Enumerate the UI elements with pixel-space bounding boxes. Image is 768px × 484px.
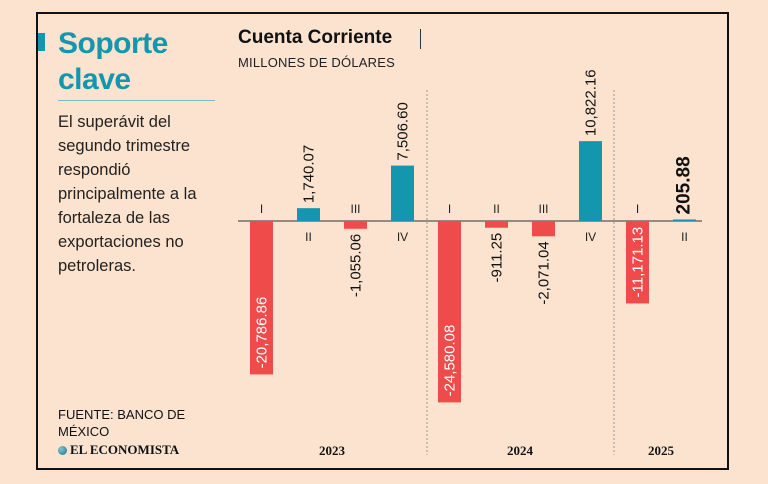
globe-icon [58, 445, 67, 455]
quarter-label: I [636, 202, 639, 216]
bar [485, 221, 508, 228]
headline: Soporte clave [58, 27, 168, 96]
quarter-label: II [493, 202, 500, 216]
headline-divider [58, 100, 215, 101]
value-label: 205.88 [674, 156, 695, 214]
summary-text: El superávit del segundo trimestre respo… [58, 113, 197, 275]
quarter-label: II [681, 230, 688, 244]
quarter-label: II [305, 230, 312, 244]
brand-logo: EL ECONOMISTA [58, 442, 179, 458]
bar [250, 221, 273, 375]
value-label: -11,171.13 [630, 227, 647, 298]
value-label: -1,055.06 [348, 234, 365, 297]
year-label: 2024 [507, 443, 534, 458]
value-label: 1,740.07 [301, 145, 318, 203]
chart-title: Cuenta Corriente [238, 27, 393, 48]
value-label: -24,580.08 [442, 325, 459, 397]
bar [673, 219, 696, 221]
bar [579, 141, 602, 221]
bar [532, 221, 555, 237]
chart-subtitle: MILLONES DE DÓLARES [238, 55, 395, 70]
value-label: 10,822.16 [583, 69, 600, 136]
quarter-label: IV [585, 230, 596, 244]
quarter-label: I [448, 202, 451, 216]
infographic-frame [36, 12, 729, 470]
year-label: 2023 [319, 443, 346, 458]
bar [297, 208, 320, 221]
quarter-label: I [260, 202, 263, 216]
bar [391, 165, 414, 221]
title-separator [420, 29, 421, 49]
brand-name: EL ECONOMISTA [70, 442, 180, 457]
value-label: -20,786.86 [254, 297, 271, 369]
value-label: -911.25 [489, 233, 506, 283]
bar [438, 221, 461, 403]
bar [626, 221, 649, 304]
quarter-label: IV [397, 230, 408, 244]
year-label: 2025 [648, 443, 675, 458]
value-label: -2,071.04 [536, 241, 553, 304]
value-label: 7,506.60 [395, 102, 412, 160]
accent-bar [38, 33, 45, 51]
bar [344, 221, 367, 229]
quarter-label: III [538, 202, 548, 216]
source-credit: FUENTE: BANCO DE MÉXICO [58, 407, 186, 439]
quarter-label: III [350, 202, 360, 216]
